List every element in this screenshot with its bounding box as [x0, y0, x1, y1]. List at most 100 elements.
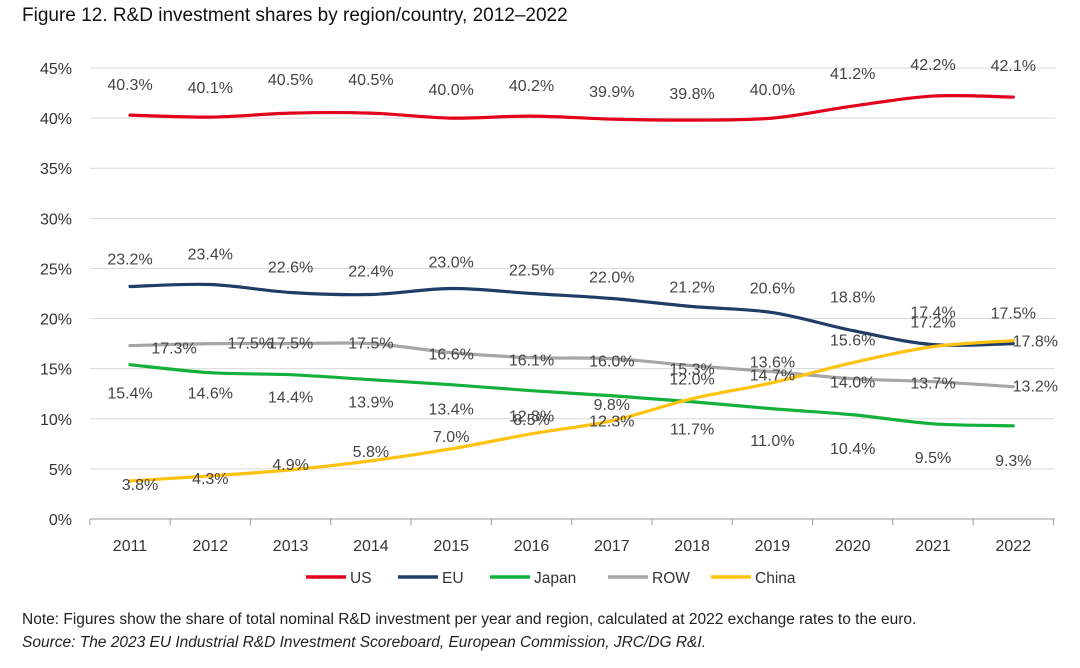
data-label-row: 17.5%: [228, 336, 273, 353]
data-label-eu: 23.0%: [429, 254, 474, 271]
data-label-row: 17.5%: [268, 336, 313, 353]
data-label-japan: 12.8%: [509, 409, 554, 426]
legend: US EU Japan ROW China: [306, 570, 796, 587]
data-label-row: 14.7%: [750, 368, 795, 385]
series-lines: [128, 93, 1015, 483]
data-label-china: 17.2%: [910, 315, 955, 332]
data-label-row: 13.2%: [1013, 379, 1058, 396]
x-tick-label: 2019: [755, 538, 791, 555]
data-label-us: 40.0%: [750, 82, 795, 99]
data-label-china: 4.9%: [272, 457, 308, 474]
data-label-china: 13.6%: [750, 355, 795, 372]
data-label-japan: 11.0%: [750, 433, 794, 450]
x-tick-label: 2021: [915, 538, 951, 555]
data-labels: 40.3% 40.1% 40.5% 40.5% 40.0% 40.2% 39.9% 39.8%…: [107, 57, 1058, 494]
data-label-eu: 22.5%: [509, 263, 554, 280]
y-tick-label: 20%: [40, 312, 72, 329]
data-label-us: 40.0%: [429, 82, 474, 99]
data-label-china: 3.8%: [122, 477, 158, 494]
series-line-japan: [128, 363, 1015, 428]
chart-note: Note: Figures show the share of total no…: [22, 611, 917, 628]
data-label-china: 4.3%: [192, 471, 228, 488]
data-label-row: 16.1%: [509, 353, 554, 370]
data-label-china: 17.8%: [1013, 334, 1058, 351]
y-tick-label: 45%: [40, 61, 72, 78]
data-label-japan: 14.4%: [268, 390, 313, 407]
gridlines: [90, 67, 1055, 470]
data-label-china: 8.5%: [513, 412, 549, 429]
data-label-eu: 20.6%: [750, 281, 795, 298]
y-tick-label: 0%: [49, 512, 72, 529]
chart-title: Figure 12. R&D investment shares by regi…: [22, 5, 568, 26]
data-label-japan: 9.3%: [995, 453, 1031, 470]
data-label-us: 42.1%: [991, 58, 1036, 75]
series-line-row: [128, 341, 1015, 389]
data-label-japan: 13.9%: [348, 395, 393, 412]
data-label-eu: 23.4%: [188, 246, 233, 263]
data-label-china: 5.8%: [353, 444, 389, 461]
data-label-row: 17.5%: [348, 336, 393, 353]
x-tick-label: 2014: [353, 538, 389, 555]
data-label-row: 16.6%: [429, 347, 474, 364]
data-label-row: 15.3%: [669, 362, 714, 379]
x-tick-label: 2020: [835, 538, 871, 555]
data-label-us: 42.2%: [910, 57, 955, 74]
x-tick-label: 2011: [113, 538, 148, 555]
line-chart: 0%5%10%15%20%25%30%35%40%45% 2011 2012 201…: [40, 57, 1058, 587]
data-label-us: 39.9%: [589, 84, 634, 101]
x-tick-label: 2022: [996, 538, 1032, 555]
data-label-eu: 22.4%: [348, 264, 393, 281]
series-line-eu: [128, 282, 1015, 347]
legend-label-japan: Japan: [534, 570, 576, 587]
chart-source: Source: The 2023 EU Industrial R&D Inves…: [22, 634, 707, 651]
data-label-us: 40.3%: [107, 77, 152, 94]
data-label-row: 16.0%: [589, 354, 634, 371]
data-label-china: 12.0%: [669, 372, 714, 389]
data-label-row: 13.7%: [910, 376, 955, 393]
data-label-japan: 9.5%: [915, 450, 951, 467]
data-label-japan: 12.3%: [589, 414, 634, 431]
series-line-us: [128, 93, 1015, 122]
legend-label-eu: EU: [442, 570, 464, 587]
data-label-us: 40.5%: [268, 72, 313, 89]
x-tick-label: 2012: [193, 538, 229, 555]
y-tick-label: 40%: [40, 111, 72, 128]
data-label-japan: 11.7%: [670, 422, 714, 439]
data-label-china: 15.6%: [830, 333, 875, 350]
data-label-japan: 15.4%: [107, 386, 152, 403]
data-label-us: 40.5%: [348, 72, 393, 89]
legend-label-china: China: [755, 570, 796, 587]
y-tick-label: 25%: [40, 261, 72, 278]
data-label-china: 7.0%: [433, 429, 469, 446]
x-axis: 2011 2012 2013 2014 2015 2016 2017 2018 2019 2020…: [89, 518, 1055, 555]
data-label-row: 14.0%: [830, 375, 875, 392]
data-label-japan: 10.4%: [830, 441, 875, 458]
data-label-japan: 14.6%: [188, 386, 233, 403]
data-label-eu: 22.6%: [268, 259, 313, 276]
y-tick-label: 30%: [40, 211, 72, 228]
data-label-us: 40.1%: [188, 80, 233, 97]
y-tick-label: 15%: [40, 362, 72, 379]
data-label-japan: 13.4%: [429, 402, 474, 419]
x-tick-label: 2013: [273, 538, 309, 555]
legend-label-row: ROW: [652, 570, 690, 587]
y-tick-label: 35%: [40, 161, 72, 178]
data-label-eu: 23.2%: [107, 251, 152, 268]
series-line-china: [128, 339, 1015, 483]
data-label-eu: 17.5%: [991, 306, 1036, 323]
legend-label-us: US: [350, 570, 372, 587]
data-label-eu: 17.4%: [910, 305, 955, 322]
data-label-china: 9.8%: [594, 397, 630, 414]
y-tick-label: 5%: [49, 462, 72, 479]
x-tick-label: 2017: [594, 538, 630, 555]
data-label-us: 39.8%: [669, 86, 714, 103]
x-tick-label: 2018: [674, 538, 710, 555]
data-label-row: 17.3%: [151, 341, 196, 358]
y-tick-label: 10%: [40, 412, 72, 429]
data-label-eu: 18.8%: [830, 290, 875, 307]
x-tick-label: 2016: [514, 538, 550, 555]
x-tick-label: 2015: [433, 538, 469, 555]
data-label-eu: 21.2%: [669, 280, 714, 297]
data-label-eu: 22.0%: [589, 270, 634, 287]
y-axis-ticks: 0% 5% 10% 15% 20% 25% 30% 35% 40% 45%: [40, 61, 72, 529]
